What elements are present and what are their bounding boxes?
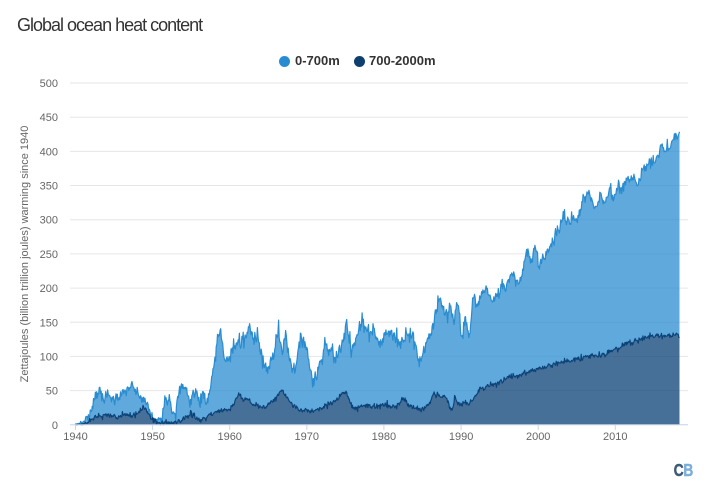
svg-text:50: 50 bbox=[46, 386, 58, 398]
svg-text:1960: 1960 bbox=[217, 431, 241, 443]
svg-text:350: 350 bbox=[40, 181, 58, 193]
svg-text:2000: 2000 bbox=[526, 431, 550, 443]
svg-text:Zettajoules (billion trillion: Zettajoules (billion trillion joules) wa… bbox=[19, 126, 31, 383]
svg-text:2010: 2010 bbox=[603, 431, 627, 443]
svg-text:500: 500 bbox=[40, 78, 58, 90]
svg-text:1970: 1970 bbox=[295, 431, 319, 443]
svg-text:100: 100 bbox=[40, 351, 58, 363]
svg-text:CB: CB bbox=[674, 461, 693, 480]
svg-text:450: 450 bbox=[40, 112, 58, 124]
svg-text:250: 250 bbox=[40, 249, 58, 261]
svg-text:1950: 1950 bbox=[140, 431, 164, 443]
svg-text:1940: 1940 bbox=[63, 431, 87, 443]
svg-text:1980: 1980 bbox=[372, 431, 396, 443]
svg-text:200: 200 bbox=[40, 283, 58, 295]
svg-text:400: 400 bbox=[40, 146, 58, 158]
svg-text:1990: 1990 bbox=[449, 431, 473, 443]
svg-text:300: 300 bbox=[40, 215, 58, 227]
svg-text:0: 0 bbox=[52, 420, 58, 432]
svg-text:150: 150 bbox=[40, 317, 58, 329]
